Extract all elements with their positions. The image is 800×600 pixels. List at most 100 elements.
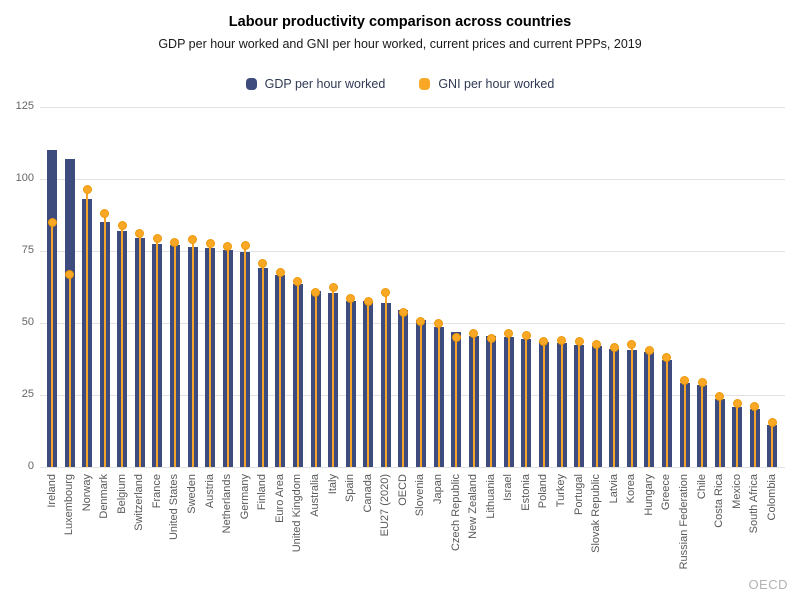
- gni-dot: [381, 288, 391, 298]
- chart-subtitle: GDP per hour worked and GNI per hour wor…: [158, 37, 642, 51]
- gni-stem: [86, 189, 89, 467]
- x-axis-label: Russian Federation: [678, 474, 691, 570]
- gni-stem: [261, 263, 264, 467]
- x-axis-label: United States: [168, 474, 181, 541]
- gni-stem: [103, 213, 106, 467]
- x-axis-label: Korea: [625, 474, 638, 504]
- gni-stem: [630, 344, 633, 467]
- gni-stem: [349, 298, 352, 467]
- gni-stem: [613, 347, 616, 467]
- x-axis-label: Japan: [432, 474, 445, 504]
- x-axis-label: Netherlands: [221, 474, 234, 534]
- gni-stem: [578, 341, 581, 467]
- gni-stem: [68, 274, 71, 467]
- gni-dot: [609, 342, 619, 352]
- x-axis-label: Canada: [361, 474, 374, 513]
- gni-stem: [701, 382, 704, 467]
- chart-title: Labour productivity comparison across co…: [228, 14, 572, 30]
- x-axis-label: Slovenia: [414, 474, 427, 517]
- x-axis-label: Germany: [238, 474, 251, 520]
- x-axis-label: Israel: [502, 474, 515, 501]
- gni-stem: [209, 243, 212, 467]
- y-axis-label: 75: [21, 244, 34, 256]
- legend-item-gdp: GDP per hour worked: [245, 77, 385, 91]
- gni-stem: [595, 344, 598, 467]
- gni-stem: [296, 281, 299, 467]
- y-axis-label: 0: [27, 460, 34, 472]
- x-axis-label: Latvia: [607, 474, 620, 504]
- gni-stem: [384, 292, 387, 467]
- x-axis-label: Sweden: [186, 474, 199, 514]
- x-axis-label: Norway: [80, 474, 93, 512]
- gni-dot: [434, 318, 444, 328]
- x-axis-label: Colombia: [765, 474, 778, 521]
- gni-stem: [121, 225, 124, 467]
- x-axis-label: Finland: [256, 474, 269, 511]
- x-axis-label: Czech Republic: [449, 474, 462, 552]
- x-axis-label: Slovak Republic: [590, 474, 603, 553]
- x-axis-label: Denmark: [98, 474, 111, 519]
- x-axis-label: EU27 (2020): [379, 474, 392, 537]
- gni-dot: [205, 239, 215, 249]
- legend-label-gni: GNI per hour worked: [438, 77, 555, 91]
- gni-dot: [662, 353, 672, 363]
- gni-stem: [367, 301, 370, 467]
- x-axis-label: Costa Rica: [713, 474, 726, 528]
- gni-dot: [363, 296, 373, 306]
- gni-dot: [100, 209, 110, 219]
- legend: GDP per hour worked GNI per hour worked: [0, 74, 800, 94]
- gni-dot: [680, 376, 690, 386]
- gni-dot: [188, 234, 198, 244]
- gni-stem: [191, 239, 194, 467]
- gni-dot: [644, 345, 654, 355]
- x-axis-label: Greece: [660, 474, 673, 511]
- gni-dot: [258, 259, 268, 269]
- gni-stem: [560, 340, 563, 467]
- gridline-25: [40, 394, 785, 396]
- gni-dot: [697, 377, 707, 387]
- gni-stem: [402, 312, 405, 467]
- gni-stem: [753, 406, 756, 467]
- plot-area: [40, 106, 785, 468]
- gni-dot: [469, 328, 479, 338]
- gni-legend-marker-icon: [419, 78, 431, 90]
- x-axis-label: Turkey: [555, 474, 568, 508]
- x-axis-label: Austria: [203, 474, 216, 509]
- gni-dot: [767, 417, 777, 427]
- gni-stem: [51, 222, 53, 467]
- gni-stem: [665, 357, 668, 467]
- gni-dot: [557, 335, 567, 345]
- x-axis-label: Estonia: [519, 474, 532, 511]
- gni-stem: [736, 403, 739, 467]
- gni-dot: [82, 184, 92, 194]
- gridline-100: [40, 178, 785, 180]
- x-axis-label: New Zealand: [467, 474, 480, 539]
- gni-stem: [437, 323, 440, 467]
- gni-stem: [683, 380, 686, 467]
- gni-dot: [65, 269, 75, 279]
- gni-dot: [47, 217, 57, 227]
- gridline-125: [40, 106, 785, 108]
- x-axis-label: OECD: [396, 474, 409, 506]
- gni-dot: [275, 268, 285, 278]
- gni-stem: [542, 341, 545, 467]
- gni-dot: [135, 229, 145, 239]
- gni-stem: [314, 292, 317, 467]
- x-axis-label: Hungary: [642, 474, 655, 516]
- gni-dot: [451, 332, 461, 342]
- gdp-legend-marker-icon: [245, 78, 257, 90]
- x-axis-label: United Kingdom: [291, 474, 304, 553]
- y-axis-label: 50: [21, 316, 34, 328]
- gridline-0: [40, 466, 785, 468]
- gni-stem: [507, 333, 510, 467]
- gni-dot: [416, 317, 426, 327]
- y-axis-label: 25: [21, 388, 34, 400]
- x-axis-label: Lithuania: [484, 474, 497, 519]
- gni-dot: [240, 240, 250, 250]
- gni-stem: [771, 422, 774, 467]
- gni-dot: [627, 340, 637, 350]
- gni-dot: [486, 334, 496, 344]
- x-axis-label: Italy: [326, 474, 339, 495]
- gni-dot: [223, 242, 233, 252]
